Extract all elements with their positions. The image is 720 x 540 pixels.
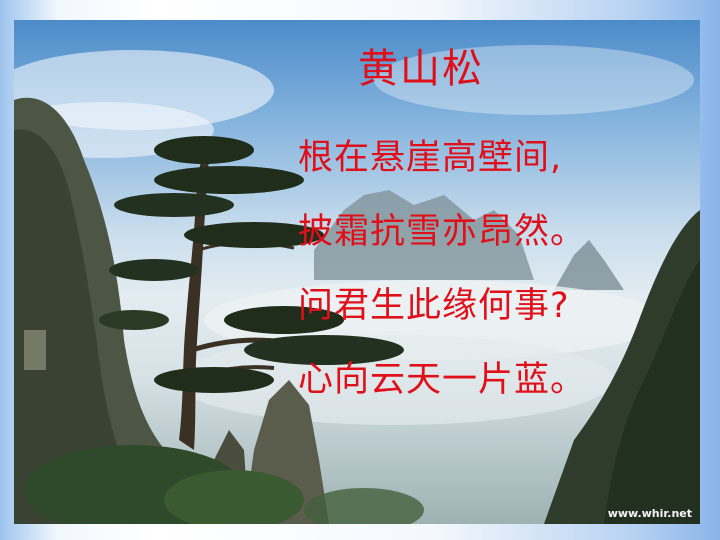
poem-line-2: 披霜抗雪亦昂然。 [298, 212, 587, 252]
distant-peak-right [554, 240, 624, 290]
poem-line-4: 心向云天一片蓝。 [298, 360, 587, 400]
shrubs [304, 488, 424, 524]
pine-foliage [154, 166, 304, 194]
pine-foliage [224, 306, 344, 334]
poem-line-3: 问君生此缘何事? [298, 286, 570, 326]
slide-title: 黄山松 [358, 46, 484, 92]
right-cliff-trees [604, 260, 700, 524]
shrubs [164, 470, 304, 524]
pine-foliage [184, 222, 324, 248]
pine-foliage [244, 335, 404, 365]
slide-photo: 黄山松 根在悬崖高壁间, 披霜抗雪亦昂然。 问君生此缘何事? 心向云天一片蓝。 … [14, 20, 700, 524]
cliff-rock-face [24, 330, 46, 370]
distant-peaks [314, 190, 534, 280]
pine-foliage [154, 136, 254, 164]
cloud [374, 45, 694, 115]
poem: 根在悬崖高壁间, 披霜抗雪亦昂然。 问君生此缘何事? 心向云天一片蓝。 [298, 132, 586, 428]
mountain-pine-scene [14, 45, 700, 524]
watermark: www.whir.net [607, 507, 692, 520]
pine-foliage [154, 367, 274, 393]
pine-foliage [114, 193, 234, 217]
left-cliff-shade [14, 129, 144, 524]
pine-foliage [109, 259, 199, 281]
pine-foliage [99, 310, 169, 330]
poem-line-1: 根在悬崖高壁间, [298, 138, 563, 178]
